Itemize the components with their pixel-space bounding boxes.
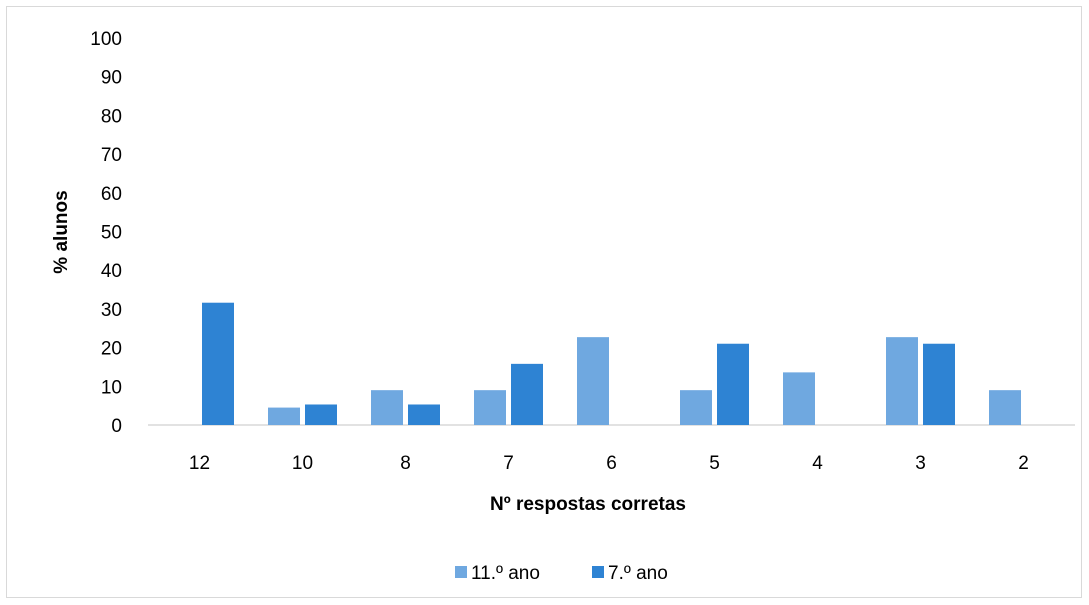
x-tick-label: 10 — [292, 453, 313, 474]
y-tick-label: 0 — [111, 416, 122, 437]
x-tick-label: 2 — [1018, 453, 1029, 474]
y-tick-label: 50 — [101, 223, 122, 244]
bar-series1-8 — [371, 390, 403, 425]
bar-series2-12 — [202, 302, 234, 425]
x-tick-label: 6 — [606, 453, 617, 474]
x-axis-ticks: 12 10 8 7 6 5 4 3 2 — [189, 453, 1029, 474]
bar-series2-5 — [717, 343, 749, 425]
x-tick-label: 4 — [812, 453, 823, 474]
bar-series1-10 — [268, 407, 300, 425]
bars — [202, 302, 1021, 425]
x-tick-label: 12 — [189, 453, 210, 474]
y-axis-ticks: 0 10 20 30 40 50 60 70 80 90 100 — [90, 29, 122, 437]
legend-label: 7.º ano — [608, 563, 668, 584]
bar-series2-10 — [305, 404, 337, 425]
legend-swatch — [455, 566, 467, 578]
legend-label: 11.º ano — [471, 563, 540, 584]
y-tick-label: 10 — [101, 377, 122, 398]
bar-series1-3 — [886, 337, 918, 425]
y-axis-title: % alunos — [51, 190, 72, 273]
y-tick-label: 30 — [101, 300, 122, 321]
x-tick-label: 7 — [503, 453, 514, 474]
bar-series1-4 — [783, 372, 815, 425]
bar-series2-7 — [511, 363, 543, 425]
bar-series1-6 — [577, 337, 609, 425]
y-tick-label: 20 — [101, 339, 122, 360]
x-tick-label: 8 — [400, 453, 411, 474]
bar-series2-3 — [923, 343, 955, 425]
chart-frame — [6, 6, 1082, 598]
y-tick-label: 40 — [101, 261, 122, 282]
y-tick-label: 80 — [101, 106, 122, 127]
bar-series1-2 — [989, 390, 1021, 425]
x-axis-title: Nº respostas corretas — [490, 494, 686, 515]
legend-swatch — [592, 566, 604, 578]
bar-series1-5 — [680, 390, 712, 425]
x-tick-label: 5 — [709, 453, 720, 474]
y-tick-label: 70 — [101, 145, 122, 166]
bar-series2-8 — [408, 404, 440, 425]
y-tick-label: 100 — [90, 29, 122, 50]
bar-series1-7 — [474, 390, 506, 425]
legend: 11.º ano 7.º ano — [455, 563, 668, 584]
y-tick-label: 90 — [101, 68, 122, 89]
y-tick-label: 60 — [101, 184, 122, 205]
x-tick-label: 3 — [915, 453, 926, 474]
